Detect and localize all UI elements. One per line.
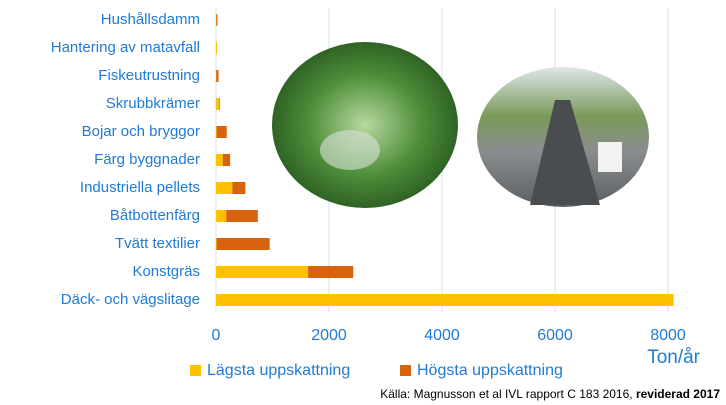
x-tick-label: 4000 bbox=[424, 327, 460, 344]
bar-segment bbox=[216, 238, 217, 250]
y-tick-label: Hushållsdamm bbox=[101, 11, 200, 28]
y-tick-label: Båtbottenfärg bbox=[110, 207, 200, 224]
bar-segment bbox=[232, 182, 245, 194]
legend-swatch bbox=[400, 365, 411, 376]
y-tick-label: Konstgräs bbox=[132, 263, 200, 280]
bar-segment bbox=[216, 182, 232, 194]
legend-label: Högsta uppskattning bbox=[417, 362, 563, 379]
bar-segment bbox=[216, 294, 674, 306]
y-tick-label: Skrubbkrämer bbox=[106, 95, 200, 112]
photo-detail bbox=[598, 142, 622, 172]
x-tick-label: 6000 bbox=[537, 327, 573, 344]
y-tick-label: Fiskeutrustning bbox=[98, 67, 200, 84]
bar-segment bbox=[217, 238, 270, 250]
photo-grass bbox=[272, 42, 458, 208]
y-tick-label: Hantering av matavfall bbox=[51, 39, 200, 56]
photo-road bbox=[477, 67, 649, 207]
chart: Ton/år Källa: Magnusson et al IVL rappor… bbox=[0, 0, 726, 405]
source-text: Källa: Magnusson et al IVL rapport C 183… bbox=[380, 387, 636, 401]
source-note: Källa: Magnusson et al IVL rapport C 183… bbox=[380, 387, 720, 401]
source-bold: reviderad 2017 bbox=[636, 387, 720, 401]
bar-segment bbox=[216, 98, 219, 110]
photo-detail bbox=[320, 130, 380, 170]
y-tick-label: Färg byggnader bbox=[94, 151, 200, 168]
y-tick-label: Tvätt textilier bbox=[115, 235, 200, 252]
legend-swatch bbox=[190, 365, 201, 376]
bar-segment bbox=[216, 126, 217, 138]
y-tick-label: Däck- och vägslitage bbox=[61, 291, 200, 308]
bar-segment bbox=[216, 154, 223, 166]
bar-segment bbox=[216, 42, 217, 54]
bar-segment bbox=[219, 98, 220, 110]
y-tick-label: Industriella pellets bbox=[80, 179, 200, 196]
bar-segment bbox=[216, 210, 226, 222]
y-tick-label: Bojar och bryggor bbox=[82, 123, 200, 140]
bar-segment bbox=[216, 266, 308, 278]
bar-segment bbox=[308, 266, 353, 278]
bar-segment bbox=[223, 154, 230, 166]
bar-segment bbox=[216, 14, 217, 26]
x-tick-label: 8000 bbox=[650, 327, 686, 344]
bar-segment bbox=[216, 70, 218, 82]
x-tick-label: 2000 bbox=[311, 327, 347, 344]
bar-segment bbox=[217, 126, 227, 138]
photo-grass-image bbox=[272, 42, 458, 208]
legend-label: Lägsta uppskattning bbox=[207, 362, 350, 379]
x-axis-title: Ton/år bbox=[647, 347, 700, 368]
x-tick-label: 0 bbox=[212, 327, 221, 344]
bar-segment bbox=[226, 210, 258, 222]
